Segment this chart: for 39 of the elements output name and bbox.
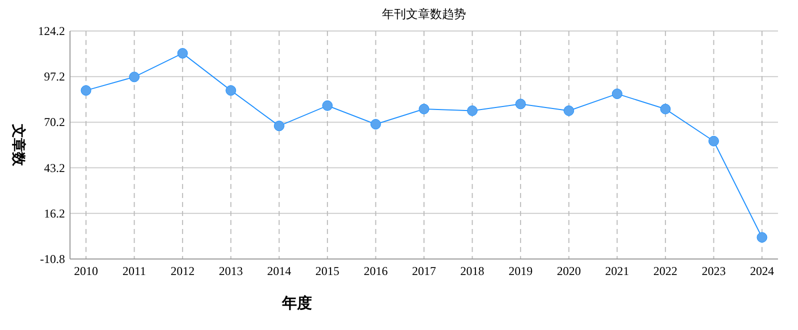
x-tick-label: 2013 <box>218 264 243 278</box>
point <box>226 85 236 96</box>
point <box>564 105 574 116</box>
point <box>515 98 526 110</box>
x-tick-label: 2011 <box>122 264 146 278</box>
point <box>370 118 381 130</box>
y-axis-title: 文章数 <box>10 123 27 167</box>
y-tick-label: 70.2 <box>44 115 65 130</box>
x-tick-label: 2014 <box>267 264 292 278</box>
x-tick-label: 2015 <box>315 264 340 278</box>
y-tick-label: 97.2 <box>44 70 65 84</box>
point <box>274 120 284 132</box>
point <box>612 88 622 100</box>
x-tick-label: 2021 <box>605 264 630 278</box>
y-tick-label: -10.8 <box>40 252 65 266</box>
point <box>756 232 768 243</box>
point <box>708 136 719 146</box>
x-tick-label: 2023 <box>702 264 726 278</box>
y-tick-label: 124.2 <box>38 24 65 38</box>
x-tick-label: 2016 <box>364 264 388 278</box>
y-tick-label: 43.2 <box>44 160 65 175</box>
x-tick-label: 2012 <box>170 264 195 278</box>
point <box>418 104 430 114</box>
y-tick-label: 16.2 <box>44 206 65 220</box>
point <box>467 105 478 116</box>
x-tick-label: 2022 <box>653 264 678 278</box>
point <box>129 72 140 82</box>
point <box>80 85 92 96</box>
point <box>177 48 188 59</box>
point <box>660 104 671 114</box>
x-tick-label: 2010 <box>74 264 98 278</box>
x-tick-label: 2018 <box>460 264 484 278</box>
x-tick-label: 2017 <box>412 264 436 278</box>
x-tick-label: 2024 <box>750 264 774 278</box>
point <box>322 100 333 111</box>
chart-title: 年刊文章数趋势 <box>382 7 466 21</box>
x-tick-label: 2019 <box>508 264 533 278</box>
x-axis-title: 年度 <box>281 294 312 312</box>
x-tick-label: 2020 <box>556 264 581 278</box>
